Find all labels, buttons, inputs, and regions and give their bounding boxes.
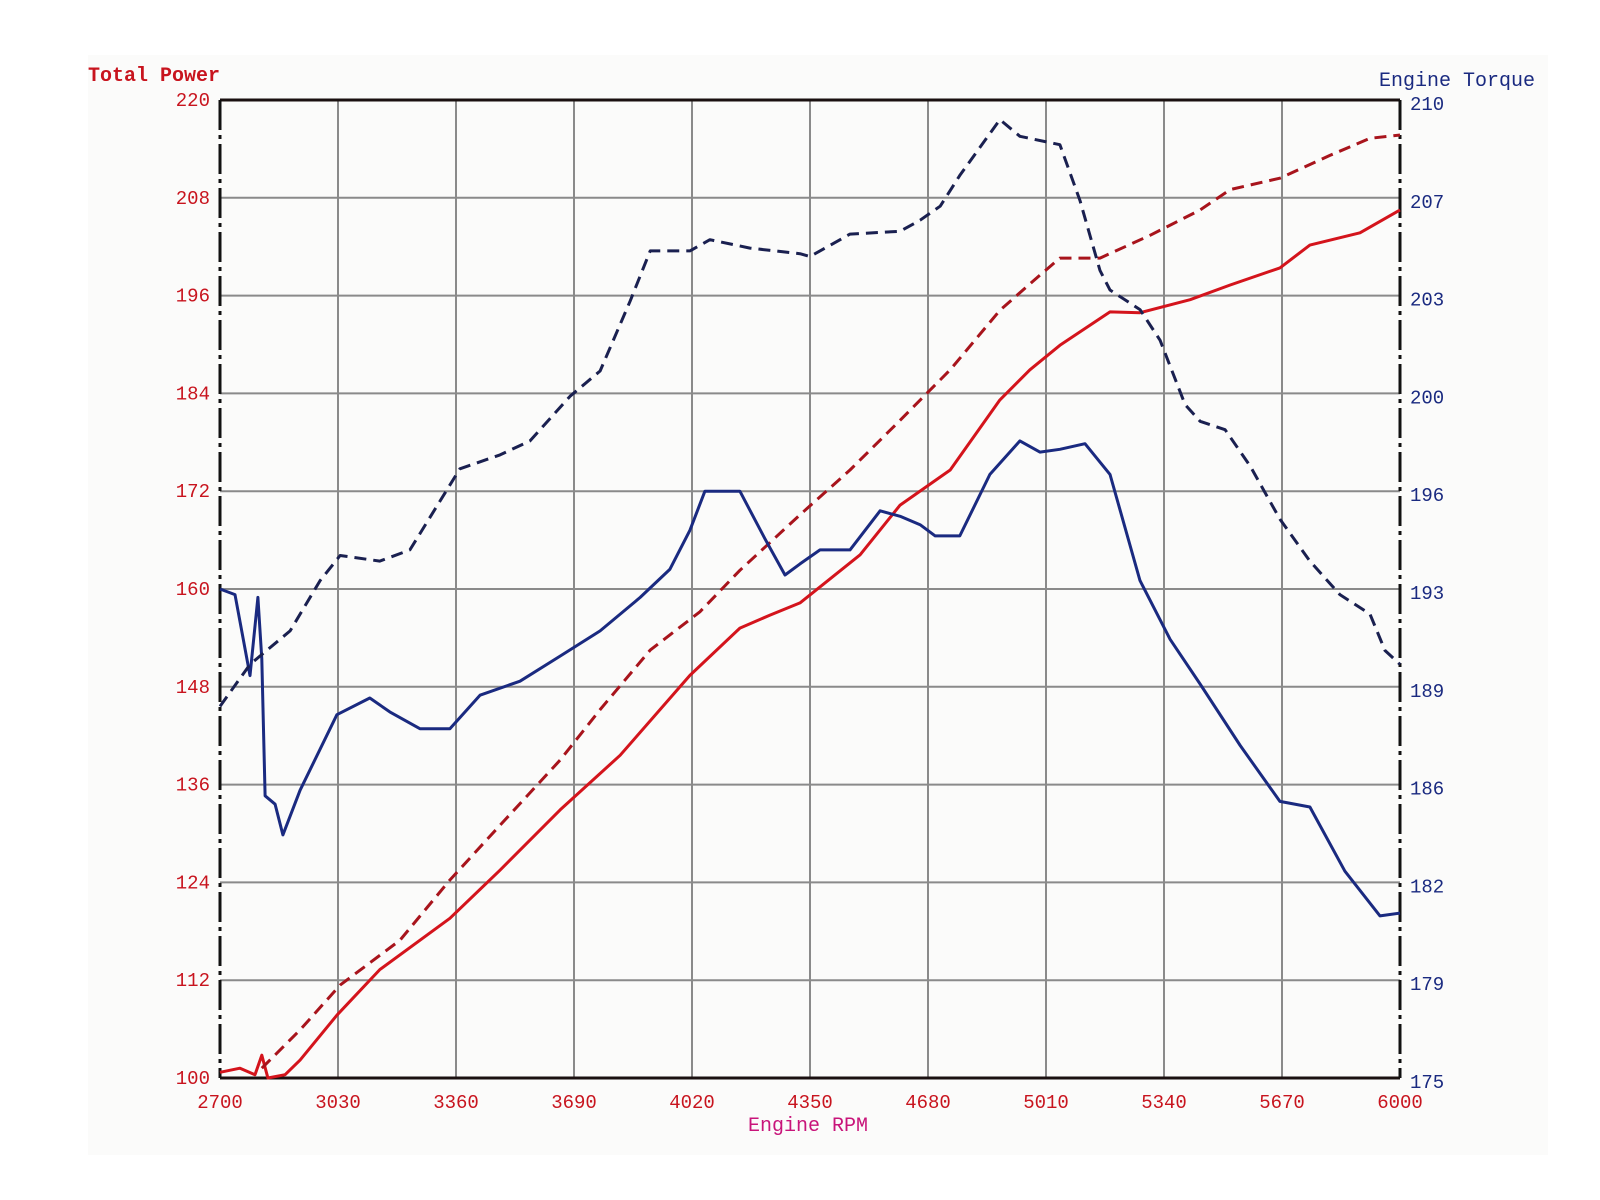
x-tick-label: 4020 [669, 1092, 715, 1114]
left-tick-label: 124 [176, 872, 210, 894]
left-tick-label: 172 [176, 481, 210, 503]
right-tick-label: 207 [1410, 192, 1444, 214]
left-tick-label: 100 [176, 1068, 210, 1090]
right-tick-label: 175 [1410, 1072, 1444, 1094]
series-layer [218, 118, 1402, 1080]
tick-labels: 2700 3030 3360 3690 4020 4350 4680 5010 5340 5670… [176, 90, 1444, 1114]
right-tick-label: 189 [1410, 681, 1444, 703]
right-tick-label: 193 [1410, 583, 1444, 605]
paper-background [88, 55, 1548, 1155]
left-tick-label: 112 [176, 970, 210, 992]
right-axis-title: Engine Torque [1379, 70, 1535, 93]
right-tick-label: 179 [1410, 974, 1444, 996]
x-tick-label: 6000 [1377, 1092, 1423, 1114]
right-tick-label: 210 [1410, 94, 1444, 116]
x-tick-label: 4680 [905, 1092, 951, 1114]
left-tick-label: 136 [176, 775, 210, 797]
left-tick-label: 184 [176, 383, 210, 405]
right-tick-label: 186 [1410, 779, 1444, 801]
right-tick-label: 203 [1410, 290, 1444, 312]
x-tick-label: 3360 [433, 1092, 479, 1114]
right-tick-label: 182 [1410, 876, 1444, 898]
power-dashed-line [260, 133, 1401, 1070]
power-solid-line [219, 208, 1401, 1080]
left-tick-label: 160 [176, 579, 210, 601]
torque-dashed-line [218, 118, 1402, 708]
left-tick-label: 196 [176, 286, 210, 308]
left-tick-label: 148 [176, 677, 210, 699]
x-tick-label: 5010 [1023, 1092, 1069, 1114]
x-tick-label: 5340 [1141, 1092, 1187, 1114]
x-tick-label: 3690 [551, 1092, 597, 1114]
x-tick-label: 2700 [197, 1092, 243, 1114]
left-axis-title: Total Power [88, 65, 220, 88]
torque-solid-line [219, 439, 1401, 918]
left-tick-label: 208 [176, 188, 210, 210]
x-tick-label: 4350 [787, 1092, 833, 1114]
right-tick-label: 200 [1410, 387, 1444, 409]
x-tick-label: 3030 [315, 1092, 361, 1114]
right-tick-label: 196 [1410, 485, 1444, 507]
x-axis-title: Engine RPM [748, 1115, 868, 1138]
left-tick-label: 220 [176, 90, 210, 112]
x-tick-label: 5670 [1259, 1092, 1305, 1114]
